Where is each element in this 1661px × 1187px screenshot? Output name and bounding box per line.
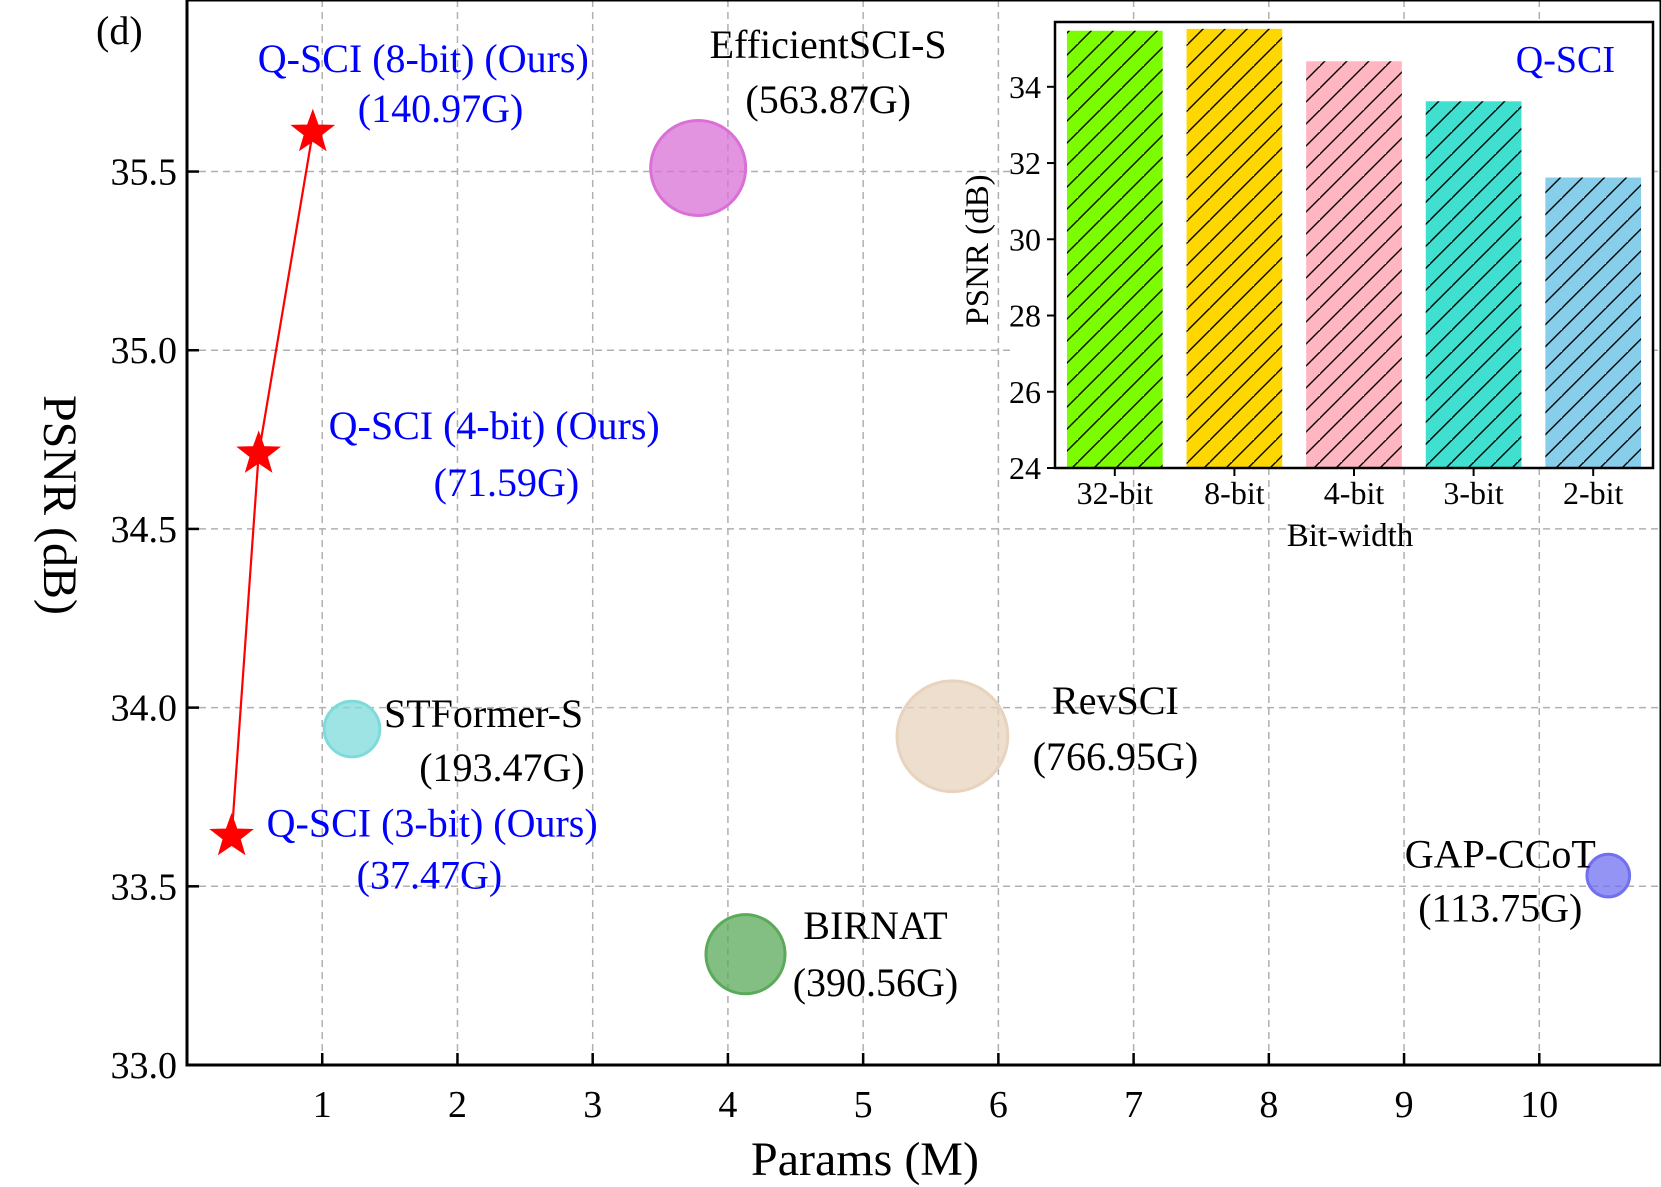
star-flops-label: (140.97G) — [358, 86, 524, 131]
main-x-tick-label: 3 — [583, 1084, 602, 1126]
main-x-axis-label: Params (M) — [751, 1133, 979, 1186]
main-x-tick-label: 1 — [313, 1084, 332, 1126]
main-axis-ticks: 1 2 3 4 5 6 7 8 9 10 33.0 33.5 34.0 34.5 35.0 35.5 — [111, 152, 1559, 1126]
inset-y-tick-label: 30 — [1009, 221, 1041, 257]
main-x-tick-label: 5 — [854, 1084, 873, 1126]
inset-x-tick-label: 32-bit — [1077, 475, 1154, 511]
main-x-tick-label: 9 — [1395, 1084, 1414, 1126]
bubble-point — [1585, 852, 1632, 899]
bubble-name-label: STFormer-S — [384, 691, 583, 736]
inset-y-axis-label: PSNR (dB) — [960, 174, 996, 325]
bubble-flops-label: (113.75G) — [1418, 886, 1582, 931]
inset-y-tick-label: 34 — [1009, 69, 1041, 105]
star-point — [290, 108, 336, 152]
main-y-tick-label: 33.5 — [111, 866, 178, 908]
inset-x-tick-label: 2-bit — [1563, 475, 1624, 511]
inset-title: Q-SCI — [1516, 39, 1615, 81]
main-x-tick-label: 10 — [1520, 1084, 1558, 1126]
inset-y-tick-label: 26 — [1009, 374, 1041, 410]
inset-x-axis-label: Bit-width — [1287, 518, 1414, 554]
main-y-tick-label: 33.0 — [111, 1045, 178, 1087]
star-name-label: Q-SCI (8-bit) (Ours) — [258, 36, 589, 81]
q-sci-connecting-line — [230, 132, 314, 837]
bubble-point — [895, 679, 1010, 794]
bubble-flops-label: (766.95G) — [1033, 734, 1199, 779]
inset-bar-hatch — [1066, 30, 1163, 469]
bubble-point — [649, 118, 748, 217]
inset-bar-hatch — [1425, 101, 1522, 469]
bubble-point — [704, 913, 787, 996]
main-y-tick-label: 34.0 — [111, 688, 178, 730]
main-plot-marks: EfficientSCI-S (563.87G) STFormer-S (193.47… — [209, 22, 1632, 1005]
main-plot-frame — [185, 0, 1661, 1067]
inset-y-tick-label: 24 — [1009, 450, 1041, 486]
main-y-tick-label: 35.5 — [111, 152, 178, 194]
bubble-flops-label: (563.87G) — [745, 77, 911, 122]
inset-bar-panel: 32-bit 8-bit 4-bit 3-bit 2-bit 24 26 28 30 32 34 Q… — [960, 20, 1655, 554]
inset-y-tick-label: 28 — [1009, 298, 1041, 334]
star-point — [209, 812, 254, 856]
inset-bar-hatch — [1186, 28, 1283, 468]
inset-bar-hatch — [1306, 61, 1402, 469]
main-grid — [187, 0, 1661, 1066]
bubble-flops-label: (193.47G) — [419, 745, 585, 790]
bubble-name-label: EfficientSCI-S — [710, 22, 947, 67]
star-name-label: Q-SCI (3-bit) (Ours) — [267, 800, 598, 845]
star-name-label: Q-SCI (4-bit) (Ours) — [329, 403, 660, 448]
inset-x-tick-label: 8-bit — [1204, 475, 1265, 511]
star-point — [236, 430, 282, 473]
inset-x-tick-label: 4-bit — [1324, 475, 1385, 511]
bubble-name-label: BIRNAT — [803, 903, 947, 948]
bubble-flops-label: (390.56G) — [793, 960, 959, 1005]
main-y-axis-label: PSNR (dB) — [33, 395, 86, 615]
inset-plot-marks — [1066, 28, 1642, 469]
main-x-tick-label: 7 — [1124, 1084, 1143, 1126]
main-y-tick-label: 34.5 — [111, 509, 178, 551]
inset-plot-frame — [1053, 20, 1655, 470]
star-flops-label: (71.59G) — [434, 460, 580, 505]
bubble-name-label: RevSCI — [1052, 678, 1179, 723]
main-x-tick-label: 8 — [1259, 1084, 1278, 1126]
main-x-tick-label: 4 — [718, 1084, 737, 1126]
main-x-tick-label: 2 — [448, 1084, 467, 1126]
inset-bar-hatch — [1545, 177, 1642, 468]
bubble-point — [322, 699, 382, 759]
inset-x-tick-label: 3-bit — [1443, 475, 1504, 511]
main-x-tick-label: 6 — [989, 1084, 1008, 1126]
main-y-tick-label: 35.0 — [111, 330, 178, 372]
star-flops-label: (37.47G) — [357, 852, 503, 897]
inset-y-tick-label: 32 — [1009, 145, 1041, 181]
panel-label: (d) — [96, 8, 143, 53]
bubble-name-label: GAP-CCoT — [1405, 832, 1596, 877]
inset-axis-ticks: 32-bit 8-bit 4-bit 3-bit 2-bit 24 26 28 30 32 34 — [1009, 69, 1624, 511]
